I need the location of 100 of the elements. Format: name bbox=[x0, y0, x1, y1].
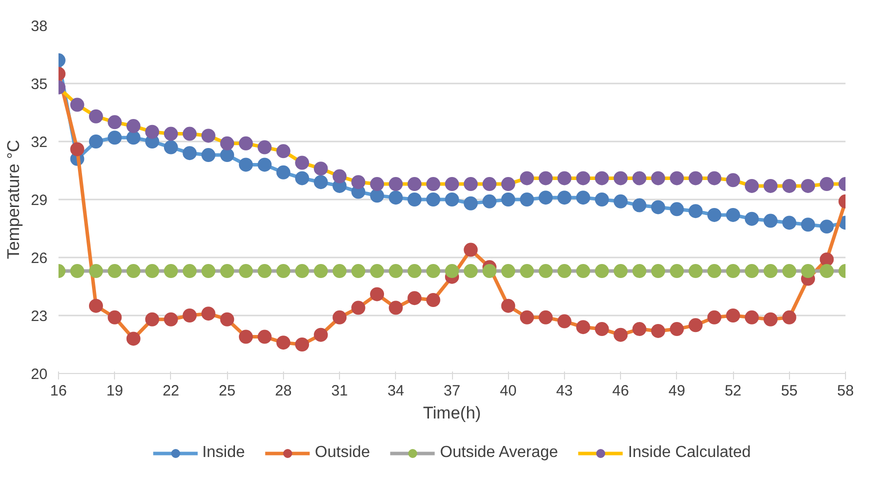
point bbox=[164, 140, 178, 154]
x-tick-label: 55 bbox=[780, 382, 798, 400]
point bbox=[258, 158, 272, 172]
point bbox=[538, 310, 553, 324]
legend-label: Inside Calculated bbox=[628, 444, 751, 462]
point bbox=[632, 264, 646, 278]
point bbox=[820, 252, 834, 266]
x-tick-label: 46 bbox=[612, 382, 629, 400]
point bbox=[108, 115, 122, 130]
point bbox=[576, 171, 590, 186]
point bbox=[594, 192, 609, 206]
point bbox=[820, 177, 834, 192]
point bbox=[538, 264, 553, 278]
point bbox=[744, 264, 759, 278]
point bbox=[314, 175, 328, 190]
point bbox=[295, 171, 310, 186]
point bbox=[370, 287, 384, 302]
point bbox=[88, 134, 103, 148]
point bbox=[594, 322, 609, 336]
point bbox=[614, 194, 628, 208]
point bbox=[576, 264, 590, 278]
point bbox=[295, 156, 310, 170]
point bbox=[314, 162, 328, 176]
point bbox=[220, 312, 234, 326]
point bbox=[88, 264, 103, 278]
point bbox=[782, 310, 796, 324]
y-tick-label: 38 bbox=[30, 18, 48, 35]
point bbox=[220, 264, 234, 278]
point bbox=[614, 264, 628, 278]
x-tick-label: 49 bbox=[668, 382, 686, 400]
point bbox=[108, 310, 122, 324]
x-tick-label: 34 bbox=[387, 382, 404, 400]
point bbox=[108, 130, 122, 145]
point bbox=[594, 264, 609, 278]
point bbox=[651, 171, 666, 186]
point bbox=[688, 318, 703, 332]
point bbox=[314, 328, 328, 342]
point bbox=[782, 264, 796, 278]
point bbox=[201, 306, 216, 321]
y-tick-label: 20 bbox=[30, 366, 48, 383]
point bbox=[108, 264, 122, 278]
point bbox=[670, 171, 684, 186]
point bbox=[632, 198, 646, 212]
point bbox=[482, 264, 496, 278]
point bbox=[182, 126, 197, 141]
point bbox=[238, 136, 253, 150]
point bbox=[482, 177, 496, 192]
point bbox=[801, 178, 816, 193]
x-tick-label: 16 bbox=[50, 382, 67, 400]
point bbox=[295, 264, 310, 278]
point bbox=[201, 148, 216, 162]
point bbox=[182, 308, 197, 322]
point bbox=[651, 324, 666, 338]
point bbox=[426, 177, 440, 192]
point bbox=[145, 264, 160, 278]
point bbox=[388, 300, 403, 315]
legend-label: Outside Average bbox=[440, 444, 558, 462]
x-tick-label: 52 bbox=[724, 382, 742, 400]
x-tick-label: 58 bbox=[837, 382, 854, 400]
point bbox=[520, 171, 534, 186]
point bbox=[388, 264, 403, 278]
point bbox=[295, 338, 310, 352]
point bbox=[557, 171, 572, 186]
point bbox=[258, 330, 272, 344]
point bbox=[464, 196, 478, 210]
point bbox=[408, 264, 422, 278]
point bbox=[520, 192, 534, 206]
point bbox=[370, 177, 384, 192]
point bbox=[557, 190, 572, 205]
point bbox=[501, 298, 516, 313]
point bbox=[70, 142, 84, 156]
point bbox=[614, 171, 628, 186]
point bbox=[164, 264, 178, 278]
point bbox=[426, 192, 440, 206]
point bbox=[764, 214, 778, 228]
point bbox=[238, 264, 253, 278]
point bbox=[501, 177, 516, 192]
point bbox=[707, 171, 722, 186]
point bbox=[408, 192, 422, 206]
point bbox=[332, 169, 347, 184]
y-tick-label: 23 bbox=[30, 308, 48, 325]
point bbox=[445, 177, 459, 192]
point bbox=[670, 202, 684, 216]
point bbox=[576, 190, 590, 205]
point bbox=[314, 264, 328, 278]
point bbox=[88, 298, 103, 313]
point bbox=[726, 308, 740, 322]
point bbox=[707, 264, 722, 278]
x-tick-label: 22 bbox=[162, 382, 180, 400]
point bbox=[332, 264, 347, 278]
point bbox=[164, 312, 178, 326]
point bbox=[670, 264, 684, 278]
point bbox=[670, 322, 684, 336]
x-tick-label: 19 bbox=[106, 382, 124, 400]
point bbox=[445, 192, 459, 206]
point bbox=[276, 144, 290, 158]
point bbox=[70, 98, 84, 112]
point bbox=[332, 310, 347, 324]
point bbox=[764, 312, 778, 326]
point bbox=[276, 336, 290, 350]
